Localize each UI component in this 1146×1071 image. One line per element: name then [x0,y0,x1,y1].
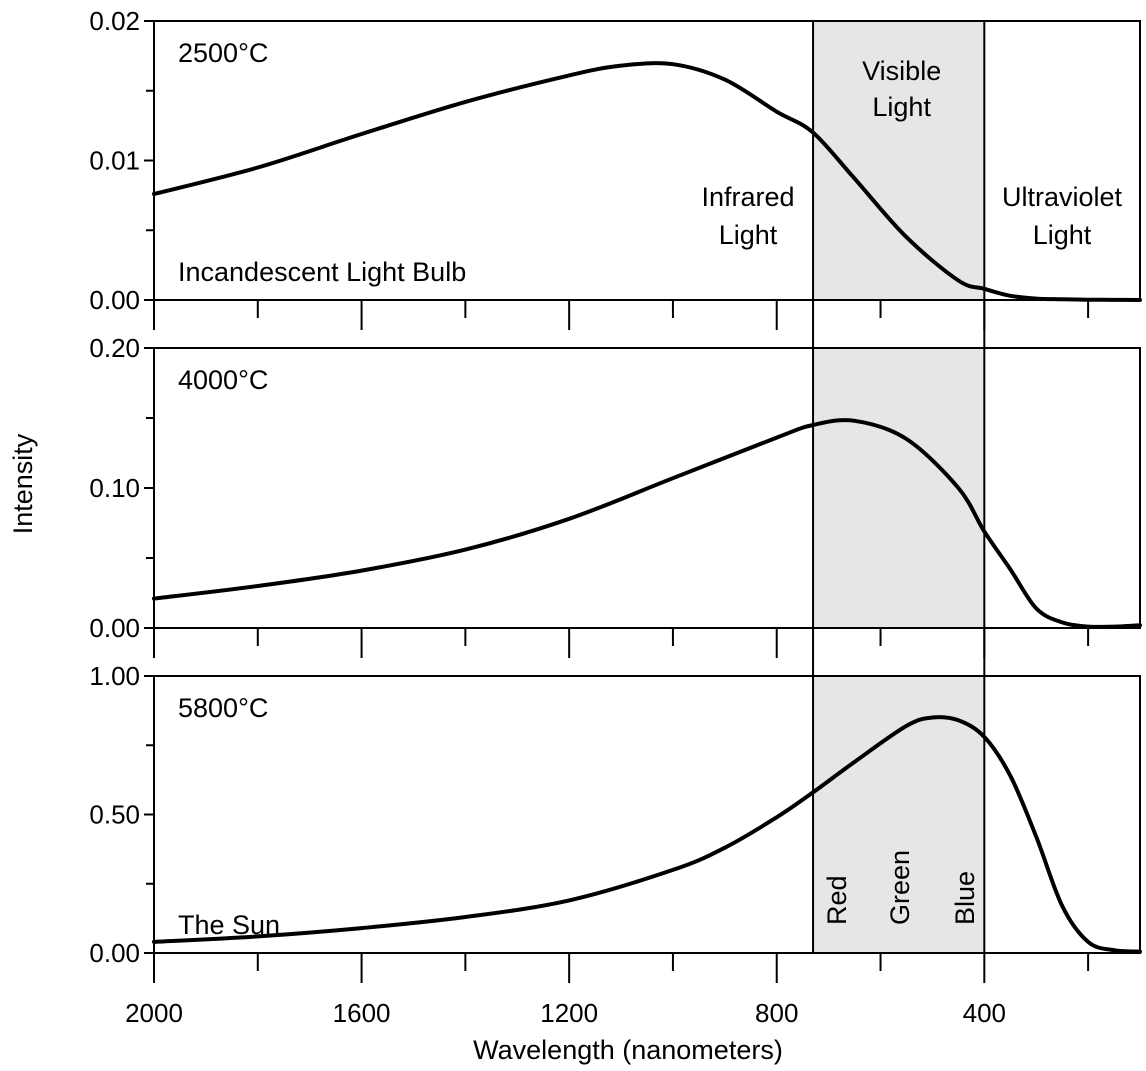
temperature-label: 4000°C [178,365,268,395]
y-tick-label: 0.00 [89,285,140,315]
x-tick-label: 1600 [333,998,391,1028]
y-tick-label: 0.00 [89,938,140,968]
x-axis-title: Wavelength (nanometers) [473,1035,783,1065]
y-tick-label: 1.00 [89,661,140,691]
source-label: Incandescent Light Bulb [178,257,466,287]
y-tick-label: 0.20 [89,333,140,363]
visible-light-label: Light [872,92,931,122]
color-label-blue: Blue [950,871,980,925]
visible-light-label: Visible [862,56,941,86]
source-label: The Sun [178,910,280,940]
infrared-light-label: Infrared [701,182,794,212]
y-tick-label: 0.00 [89,613,140,643]
panel-frame [153,675,1141,954]
panel-1: 0.02 0.01 0.00 2500°C Incandescent Light Bul… [89,6,1142,330]
x-tick-label: 800 [755,998,798,1028]
x-tick-label: 1200 [540,998,598,1028]
y-tick-label: 0.02 [89,6,140,36]
panel-3: 1.00 0.50 0.00 5800°C The Sun [89,661,1142,983]
visible-band-fill [813,676,985,953]
color-label-green: Green [885,850,915,925]
y-axis-title: Intensity [8,433,38,534]
temperature-label: 5800°C [178,693,268,723]
y-tick-label: 0.01 [89,146,140,176]
y-tick-label: 0.50 [89,800,140,830]
x-tick-label: 2000 [125,998,183,1028]
infrared-light-label: Light [719,220,778,250]
visible-band-fill [813,348,985,628]
ultraviolet-light-label: Light [1033,220,1092,250]
spectrum-curve-2 [152,418,1142,629]
temperature-label: 2500°C [178,38,268,68]
spectrum-curve-3 [152,715,1142,954]
panel-2: 0.20 0.10 0.00 4000°C [89,333,1142,658]
x-tick-label: 400 [963,998,1006,1028]
color-label-red: Red [822,875,852,925]
y-tick-label: 0.10 [89,473,140,503]
ultraviolet-light-label: Ultraviolet [1002,182,1123,212]
